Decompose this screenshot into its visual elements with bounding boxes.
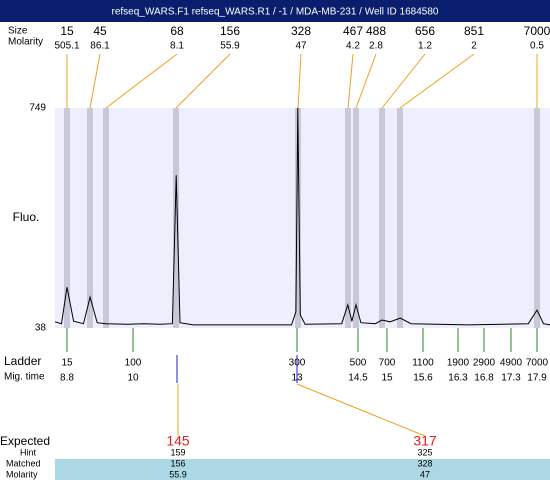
- peak-band: [379, 108, 385, 328]
- matched-band: [55, 459, 550, 480]
- ladder-time: 14.5: [348, 373, 368, 384]
- matched-molarity: 55.9: [169, 469, 187, 479]
- peak-band: [397, 108, 403, 328]
- peak-size: 156: [220, 24, 240, 38]
- ladder-size: 1900: [447, 358, 470, 369]
- peak-size: 656: [415, 24, 435, 38]
- hint-size: 159: [170, 447, 185, 457]
- ladder-size: 700: [379, 358, 396, 369]
- title: refseq_WARS.F1 refseq_WARS.R1 / -1 / MDA…: [112, 7, 439, 18]
- ladder-time: 16.8: [474, 373, 494, 384]
- peak-band: [173, 108, 179, 328]
- title-bar: [0, 0, 550, 22]
- ladder-time: 13: [291, 373, 303, 384]
- ladder-size: 100: [125, 358, 142, 369]
- peak-molarity: 2.8: [369, 41, 383, 52]
- trace: [54, 107, 550, 326]
- peak-size: 328: [291, 24, 311, 38]
- ladder-size: 15: [61, 358, 73, 369]
- peak-size: 68: [170, 24, 184, 38]
- peak-molarity: 1.2: [418, 41, 432, 52]
- y-tick-label: 38: [35, 323, 47, 334]
- matched-label: Matched: [6, 458, 41, 468]
- molarity-row-label: Molarity: [6, 469, 38, 479]
- hint-size: 325: [417, 447, 432, 457]
- peak-band: [353, 108, 359, 328]
- y-label: Fluo.: [13, 210, 40, 224]
- matched-size: 328: [417, 458, 432, 468]
- peak-size: 467: [343, 24, 363, 38]
- ladder-size: 1100: [412, 358, 434, 369]
- ladder-time: 17.3: [501, 373, 521, 384]
- peak-molarity: 55.9: [220, 41, 240, 52]
- peak-molarity: 0.5: [530, 41, 544, 52]
- ladder-time: 15: [381, 373, 393, 384]
- ladder-time: 15.6: [413, 373, 433, 384]
- peak-molarity: 505.1: [54, 41, 79, 52]
- peak-molarity: 8.1: [170, 41, 184, 52]
- peak-molarity: 47: [295, 41, 307, 52]
- peak-molarity: 4.2: [346, 41, 360, 52]
- mig-time-label: Mig. time: [4, 372, 45, 383]
- ladder-time: 10: [127, 373, 139, 384]
- peak-band: [345, 108, 351, 328]
- ladder-size: 7000: [526, 358, 549, 369]
- peak-link: [105, 53, 178, 109]
- peak-size: 45: [93, 24, 107, 38]
- size-label: Size: [8, 26, 28, 37]
- hint-label: Hint: [20, 447, 37, 457]
- peak-size: 488: [366, 24, 386, 38]
- ladder-size: 500: [350, 358, 367, 369]
- peak-size: 15: [60, 24, 74, 38]
- peak-band: [103, 108, 109, 328]
- y-tick-label: 749: [29, 103, 46, 114]
- ladder-size: 2900: [473, 358, 496, 369]
- peak-band: [87, 108, 93, 328]
- peak-link: [347, 53, 354, 109]
- peak-link: [297, 53, 302, 109]
- peak-link: [399, 53, 475, 109]
- peak-link: [175, 53, 231, 109]
- peak-molarity: 2: [471, 41, 477, 52]
- molarity-label: Molarity: [8, 37, 43, 48]
- expected-size: 317: [413, 433, 437, 449]
- plot-area: [55, 108, 550, 328]
- ladder-size: 300: [289, 358, 306, 369]
- peak-link: [89, 53, 101, 109]
- matched-molarity: 47: [420, 469, 430, 479]
- peak-size: 851: [464, 24, 484, 38]
- peak-band: [64, 108, 70, 328]
- peak-molarity: 86.1: [90, 41, 110, 52]
- matched-size: 156: [170, 458, 185, 468]
- expected-link: [296, 383, 426, 437]
- ladder-time: 17.9: [527, 373, 547, 384]
- peak-band: [534, 108, 540, 328]
- ladder-time: 16.3: [448, 373, 468, 384]
- ladder-label: Ladder: [4, 354, 41, 368]
- peak-link: [381, 53, 426, 109]
- peak-link: [355, 53, 377, 109]
- expected-label: Expected: [0, 434, 50, 448]
- peak-band: [295, 108, 301, 328]
- expected-size: 145: [166, 433, 190, 449]
- ladder-time: 8.8: [60, 373, 74, 384]
- ladder-size: 4900: [500, 358, 523, 369]
- peak-size: 7000: [524, 24, 550, 38]
